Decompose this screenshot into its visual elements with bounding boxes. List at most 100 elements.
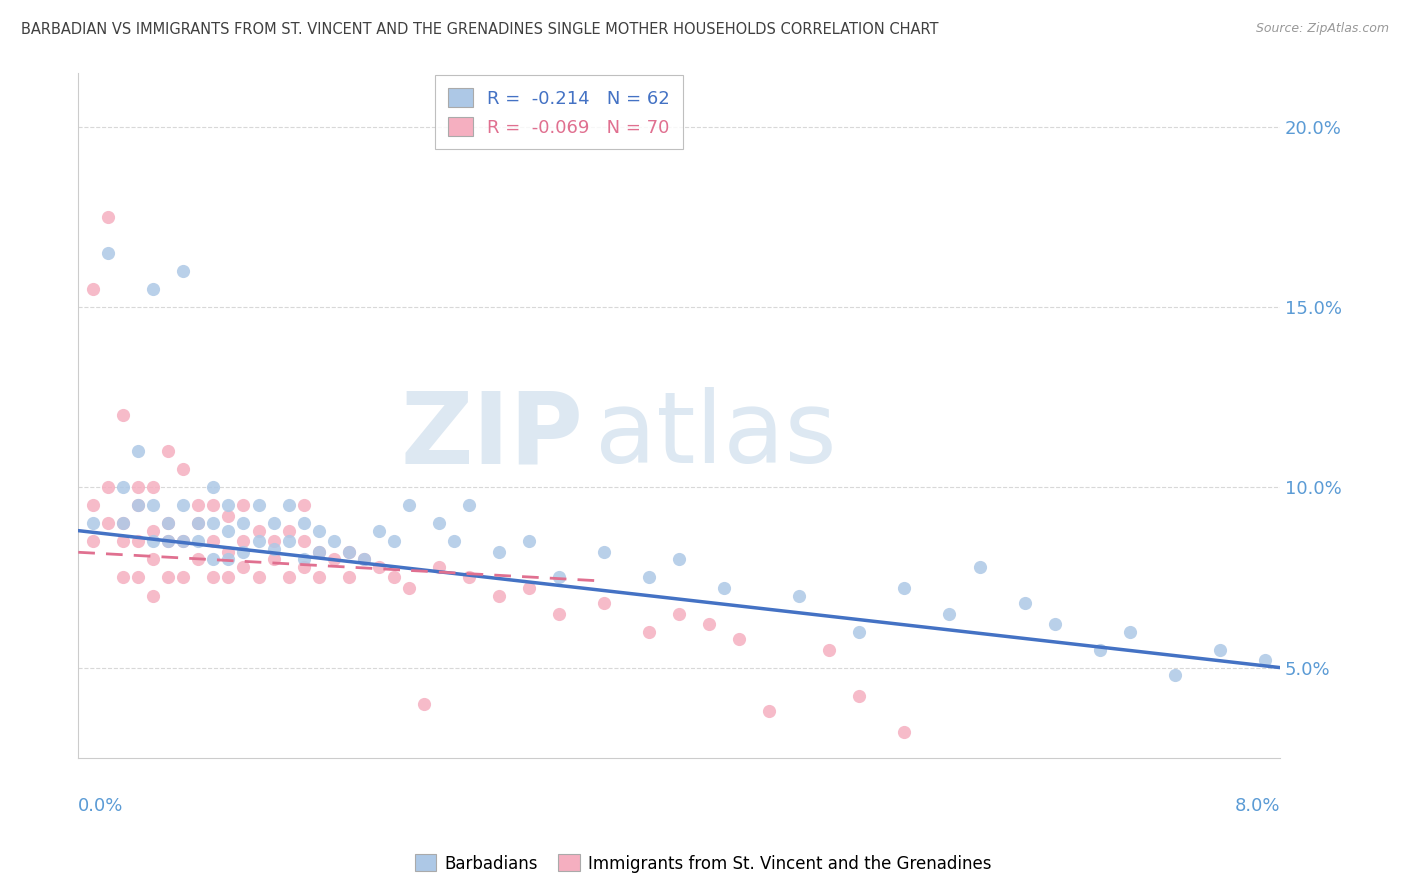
Point: [112, 516, 135, 531]
Point: [1043, 617, 1066, 632]
Point: [157, 534, 180, 549]
Text: BARBADIAN VS IMMIGRANTS FROM ST. VINCENT AND THE GRENADINES SINGLE MOTHER HOUSEH: BARBADIAN VS IMMIGRANTS FROM ST. VINCENT…: [21, 22, 939, 37]
Point: [218, 509, 240, 524]
Point: [142, 524, 165, 538]
Point: [292, 559, 315, 574]
Point: [969, 559, 991, 574]
Point: [218, 524, 240, 538]
Point: [938, 607, 960, 621]
Point: [263, 534, 285, 549]
Point: [353, 552, 375, 566]
Point: [247, 534, 270, 549]
Point: [172, 462, 194, 476]
Point: [172, 534, 194, 549]
Point: [82, 499, 104, 513]
Point: [308, 545, 330, 559]
Point: [247, 524, 270, 538]
Point: [457, 499, 479, 513]
Point: [112, 516, 135, 531]
Point: [728, 632, 751, 646]
Point: [263, 552, 285, 566]
Point: [127, 534, 149, 549]
Point: [548, 570, 571, 584]
Point: [218, 552, 240, 566]
Point: [202, 552, 225, 566]
Text: 8.0%: 8.0%: [1234, 797, 1279, 814]
Point: [232, 545, 254, 559]
Point: [157, 444, 180, 458]
Point: [488, 545, 510, 559]
Point: [263, 516, 285, 531]
Point: [382, 534, 405, 549]
Point: [142, 552, 165, 566]
Point: [308, 570, 330, 584]
Point: [82, 534, 104, 549]
Point: [172, 570, 194, 584]
Text: ZIP: ZIP: [401, 387, 583, 484]
Point: [202, 480, 225, 494]
Point: [142, 499, 165, 513]
Point: [187, 499, 209, 513]
Point: [638, 624, 661, 639]
Point: [353, 552, 375, 566]
Point: [308, 545, 330, 559]
Point: [202, 499, 225, 513]
Point: [277, 570, 299, 584]
Point: [322, 534, 344, 549]
Point: [232, 534, 254, 549]
Point: [218, 570, 240, 584]
Point: [232, 499, 254, 513]
Point: [848, 624, 870, 639]
Point: [232, 516, 254, 531]
Point: [668, 607, 690, 621]
Point: [277, 534, 299, 549]
Point: [247, 499, 270, 513]
Point: [367, 524, 389, 538]
Point: [187, 516, 209, 531]
Point: [112, 570, 135, 584]
Point: [187, 552, 209, 566]
Point: [292, 534, 315, 549]
Point: [172, 264, 194, 278]
Point: [337, 570, 360, 584]
Point: [142, 282, 165, 296]
Point: [517, 582, 540, 596]
Point: [787, 589, 810, 603]
Point: [97, 210, 120, 224]
Legend: R =  -0.214   N = 62, R =  -0.069   N = 70: R = -0.214 N = 62, R = -0.069 N = 70: [434, 75, 683, 149]
Point: [668, 552, 690, 566]
Point: [1164, 667, 1187, 681]
Point: [1119, 624, 1142, 639]
Point: [638, 570, 661, 584]
Point: [172, 499, 194, 513]
Text: 0.0%: 0.0%: [79, 797, 124, 814]
Point: [112, 480, 135, 494]
Point: [112, 409, 135, 423]
Point: [548, 607, 571, 621]
Y-axis label: Single Mother Households: Single Mother Households: [0, 316, 7, 516]
Point: [443, 534, 465, 549]
Point: [127, 499, 149, 513]
Point: [263, 541, 285, 556]
Point: [142, 534, 165, 549]
Point: [412, 697, 434, 711]
Point: [142, 480, 165, 494]
Point: [142, 589, 165, 603]
Point: [172, 534, 194, 549]
Point: [292, 516, 315, 531]
Point: [82, 516, 104, 531]
Point: [1088, 642, 1111, 657]
Point: [308, 524, 330, 538]
Point: [277, 524, 299, 538]
Point: [202, 570, 225, 584]
Point: [593, 545, 616, 559]
Point: [517, 534, 540, 549]
Point: [218, 499, 240, 513]
Point: [202, 516, 225, 531]
Point: [127, 480, 149, 494]
Point: [697, 617, 720, 632]
Point: [202, 534, 225, 549]
Point: [337, 545, 360, 559]
Point: [713, 582, 735, 596]
Point: [187, 516, 209, 531]
